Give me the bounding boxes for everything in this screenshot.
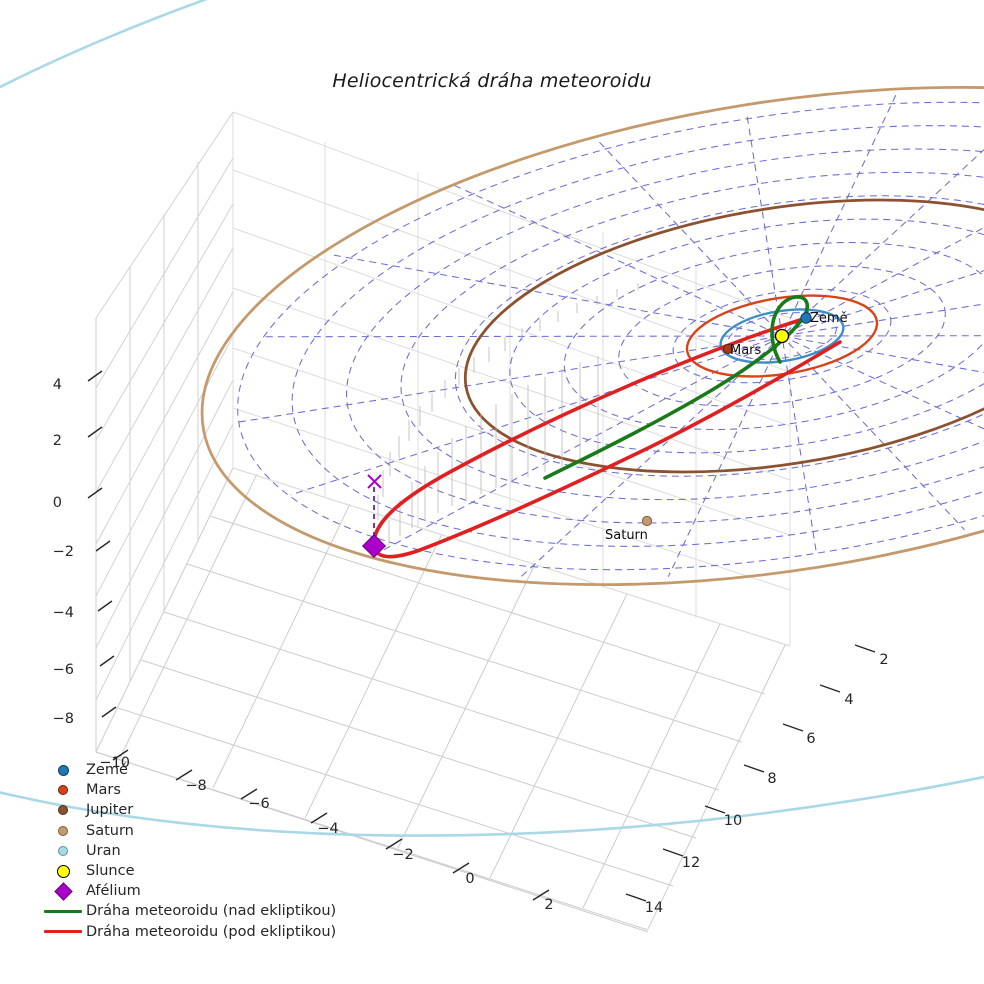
legend-item-4[interactable]: Uran: [40, 841, 340, 861]
legend-item-8[interactable]: Dráha meteoroidu (pod ekliptikou): [40, 922, 340, 942]
polar-grid: [237, 91, 984, 581]
aphelion-cross-icon: [367, 474, 382, 489]
aphelion-group: [361, 474, 387, 559]
legend-item-label: Dráha meteoroidu (pod ekliptikou): [86, 923, 337, 940]
legend-item-0[interactable]: Země: [40, 760, 340, 780]
legend-item-label: Země: [86, 762, 128, 779]
legend-item-label: Dráha meteoroidu (nad ekliptikou): [86, 903, 337, 920]
legend-item-label: Mars: [86, 782, 121, 799]
orbit-saturn: [200, 85, 984, 587]
axis-ticks: [87, 370, 876, 902]
meteoroid-orbit-above-ecliptic: [543, 295, 809, 480]
mars-marker: [722, 343, 734, 355]
axes-panes: [95, 111, 791, 933]
legend-item-label: Saturn: [86, 822, 134, 839]
legend-circle-marker-icon: [56, 864, 70, 878]
legend-item-label: Uran: [86, 842, 121, 859]
left-wall-pane-grid: [95, 111, 234, 753]
legend-circle-marker-icon: [58, 825, 68, 836]
legend-circle-marker-icon: [58, 805, 68, 816]
legend-item-7[interactable]: Dráha meteoroidu (nad ekliptikou): [40, 901, 340, 921]
meteoroid-orbit-below-ecliptic: [372, 316, 842, 559]
legend-item-5[interactable]: Slunce: [40, 861, 340, 881]
legend-item-1[interactable]: Mars: [40, 780, 340, 800]
saturn-marker: [641, 515, 653, 527]
earth-marker: [800, 312, 812, 324]
legend-diamond-marker-icon: [53, 882, 73, 901]
legend-item-2[interactable]: Jupiter: [40, 800, 340, 820]
legend-item-6[interactable]: Afélium: [40, 881, 340, 901]
celestial-markers: [641, 312, 812, 527]
sun-marker: [774, 328, 790, 344]
legend-item-label: Slunce: [86, 863, 135, 880]
legend-circle-marker-icon: [58, 785, 68, 796]
legend-item-3[interactable]: Saturn: [40, 821, 340, 841]
legend-item-label: Afélium: [86, 883, 141, 900]
aphelion-diamond-marker: [361, 533, 387, 559]
legend-item-label: Jupiter: [86, 802, 134, 819]
legend-circle-marker-icon: [58, 845, 68, 856]
legend-line-marker-icon: [44, 930, 82, 933]
legend-line-marker-icon: [44, 910, 82, 913]
orbit-jupiter: [463, 198, 984, 474]
legend-circle-marker-icon: [57, 764, 69, 776]
chart-legend[interactable]: Země Mars Jupiter Saturn Uran Slunce Afélium Dr…: [40, 760, 340, 942]
